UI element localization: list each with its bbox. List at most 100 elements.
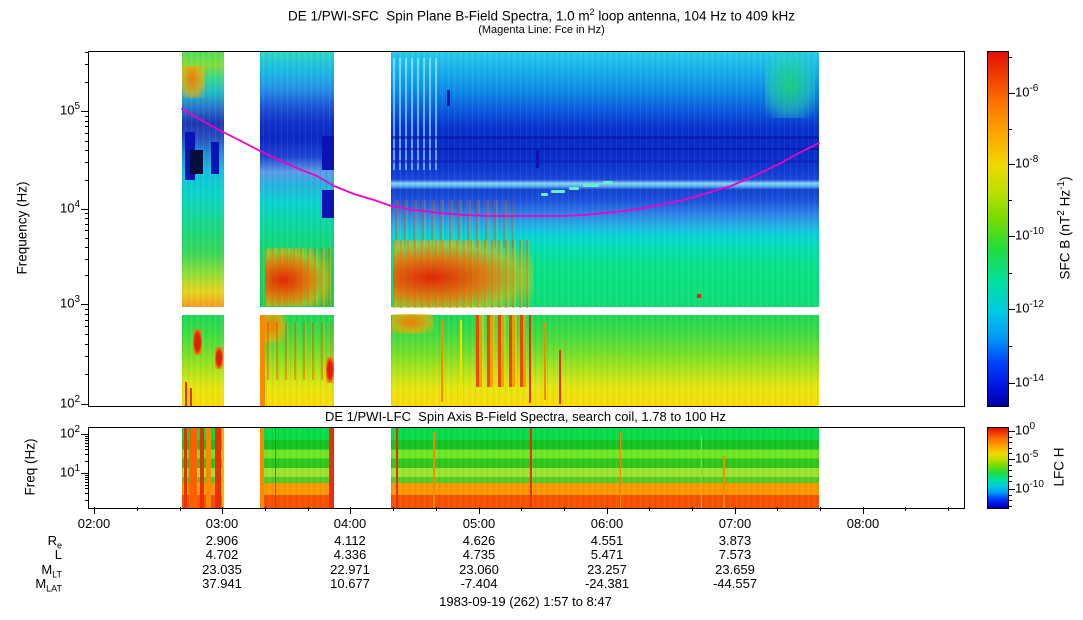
- eph-label-sub: LAT: [46, 583, 62, 594]
- colorbar-minor-tick: [1008, 57, 1012, 58]
- x-tick: [350, 507, 351, 514]
- x-tick-label: 02:00: [77, 516, 111, 531]
- y-tick: [81, 473, 89, 474]
- x-minor-tick: [777, 507, 778, 511]
- exponent: 4: [74, 199, 80, 210]
- spectrogram-feature-blob-red: [326, 357, 334, 383]
- spectrogram-feature-streaks-heavy: [476, 315, 526, 387]
- colorbar-tick-label: 10-10: [1015, 479, 1044, 496]
- colorbar-tick-label: 10-8: [1015, 154, 1039, 171]
- y-minor-tick: [85, 454, 89, 455]
- sfc-colorbar-tick-labels: 10-6 10-8 10-10 10-12 10-14: [1015, 51, 1065, 405]
- y-minor-tick: [85, 344, 89, 345]
- main-title-superscript: 2: [589, 7, 595, 17]
- spectrogram-feature-darkblue-patch: [322, 136, 334, 170]
- y-tick-label: 105: [59, 101, 80, 118]
- exponent: 1: [74, 463, 80, 474]
- spectrogram-feature-streak: [701, 436, 702, 508]
- y-minor-tick: [85, 479, 89, 480]
- x-axis-ticks: [88, 507, 963, 515]
- y-minor-tick: [85, 477, 89, 478]
- spectrogram-feature-dash-cyan: [551, 190, 565, 193]
- main-title-text-2: loop antenna, 104 Hz to 409 kHz: [594, 8, 795, 24]
- exponent: -12: [1029, 299, 1044, 310]
- spectrogram-feature-streak: [185, 382, 187, 406]
- y-minor-tick: [85, 446, 89, 447]
- colorbar-tick: [1008, 459, 1015, 460]
- sfc-colorbar-label-sup2: -1: [1055, 181, 1067, 190]
- x-tick-label: 07:00: [718, 516, 752, 531]
- ephemeris-value: 7.573: [718, 547, 752, 563]
- exponent: -10: [1029, 226, 1044, 237]
- x-minor-tick: [948, 507, 949, 511]
- x-minor-tick: [308, 507, 309, 511]
- sfc-spectrogram-plot-area: [89, 52, 964, 406]
- lfc-colorbar-label: LFC H: [1051, 447, 1067, 487]
- colorbar-minor-tick: [1008, 481, 1012, 482]
- colorbar-tick: [1008, 164, 1015, 165]
- spectrogram-feature-black-patch: [190, 150, 203, 174]
- y-minor-tick: [85, 449, 89, 450]
- ephemeris-value: 37.941: [202, 575, 242, 591]
- sfc-colorbar-label-text-3: ): [1057, 176, 1073, 182]
- spectrogram-feature-streak: [190, 388, 192, 406]
- footer-date: 1983-09-19 (262) 1:57 to 8:47: [439, 594, 612, 609]
- x-tick-label: 08:00: [846, 516, 880, 531]
- x-axis-tick-labels: 02:00 03:00 04:00 05:00 06:00 07:00 08:00: [78, 516, 963, 531]
- y-minor-tick: [85, 150, 89, 151]
- y-minor-tick: [85, 162, 89, 163]
- spectrogram-feature-streak: [391, 160, 819, 163]
- ephemeris-value: -7.404: [460, 575, 498, 591]
- sfc-spectrogram-panel: [81, 51, 965, 407]
- sfc-y-axis-label: Frequency (Hz): [14, 181, 30, 275]
- exponent: -5: [1029, 449, 1039, 460]
- y-minor-tick: [85, 309, 89, 310]
- spectrogram-feature-streak: [433, 432, 435, 508]
- ephemeris-value: 4.336: [333, 547, 367, 563]
- y-minor-tick: [85, 247, 89, 248]
- colorbar-minor-tick: [1008, 129, 1012, 130]
- spectrogram-feature-streak: [184, 428, 187, 508]
- spectrogram-feature-streak: [215, 428, 221, 508]
- colorbar-tick: [1008, 93, 1015, 94]
- x-minor-tick: [180, 507, 181, 511]
- exponent: 2: [74, 424, 80, 435]
- y-minor-tick: [85, 374, 89, 375]
- exponent: -14: [1029, 373, 1044, 384]
- lfc-title: DE 1/PWI-LFC Spin Axis B-Field Spectra, …: [325, 409, 726, 424]
- sfc-colorbar-label-sup1: 2: [1055, 210, 1067, 216]
- exponent: -10: [1029, 479, 1044, 490]
- spectrogram-feature-streak: [260, 315, 265, 406]
- main-title: DE 1/PWI-SFC Spin Plane B-Field Spectra,…: [0, 7, 1083, 24]
- colorbar-minor-tick: [1008, 476, 1012, 477]
- x-tick: [607, 507, 608, 514]
- eph-label-text: M: [35, 575, 47, 591]
- exponent: -6: [1029, 83, 1039, 94]
- y-minor-tick: [85, 440, 89, 441]
- x-tick-label: 06:00: [590, 516, 624, 531]
- y-minor-tick: [85, 121, 89, 122]
- eph-label-text: L: [54, 547, 62, 563]
- x-tick: [94, 507, 95, 514]
- ephemeris-row-label-re: Re: [0, 533, 62, 550]
- y-minor-tick: [85, 259, 89, 260]
- x-minor-tick: [905, 507, 906, 511]
- lfc-spectrogram-plot-area: [89, 428, 964, 508]
- y-minor-tick: [85, 326, 89, 327]
- spectrogram-feature-dash-cyan: [569, 187, 579, 190]
- y-minor-tick: [85, 64, 89, 65]
- spectrogram-feature-streak: [723, 456, 725, 508]
- ephemeris-value: 23.060: [459, 561, 499, 577]
- spectrogram-feature-streak: [275, 428, 276, 508]
- y-tick-label: 102: [59, 424, 80, 441]
- spectrogram-feature-flame: [393, 240, 533, 308]
- y-minor-tick: [85, 461, 89, 462]
- colorbar-tick: [1008, 236, 1015, 237]
- lfc-data-block: [391, 428, 819, 508]
- spectrogram-feature-red-dot: [697, 294, 701, 298]
- y-minor-tick: [85, 213, 89, 214]
- spectrogram-feature-dash-cyan: [583, 184, 599, 187]
- ephemeris-value: 2.906: [205, 533, 239, 548]
- colorbar-minor-tick: [1008, 346, 1012, 347]
